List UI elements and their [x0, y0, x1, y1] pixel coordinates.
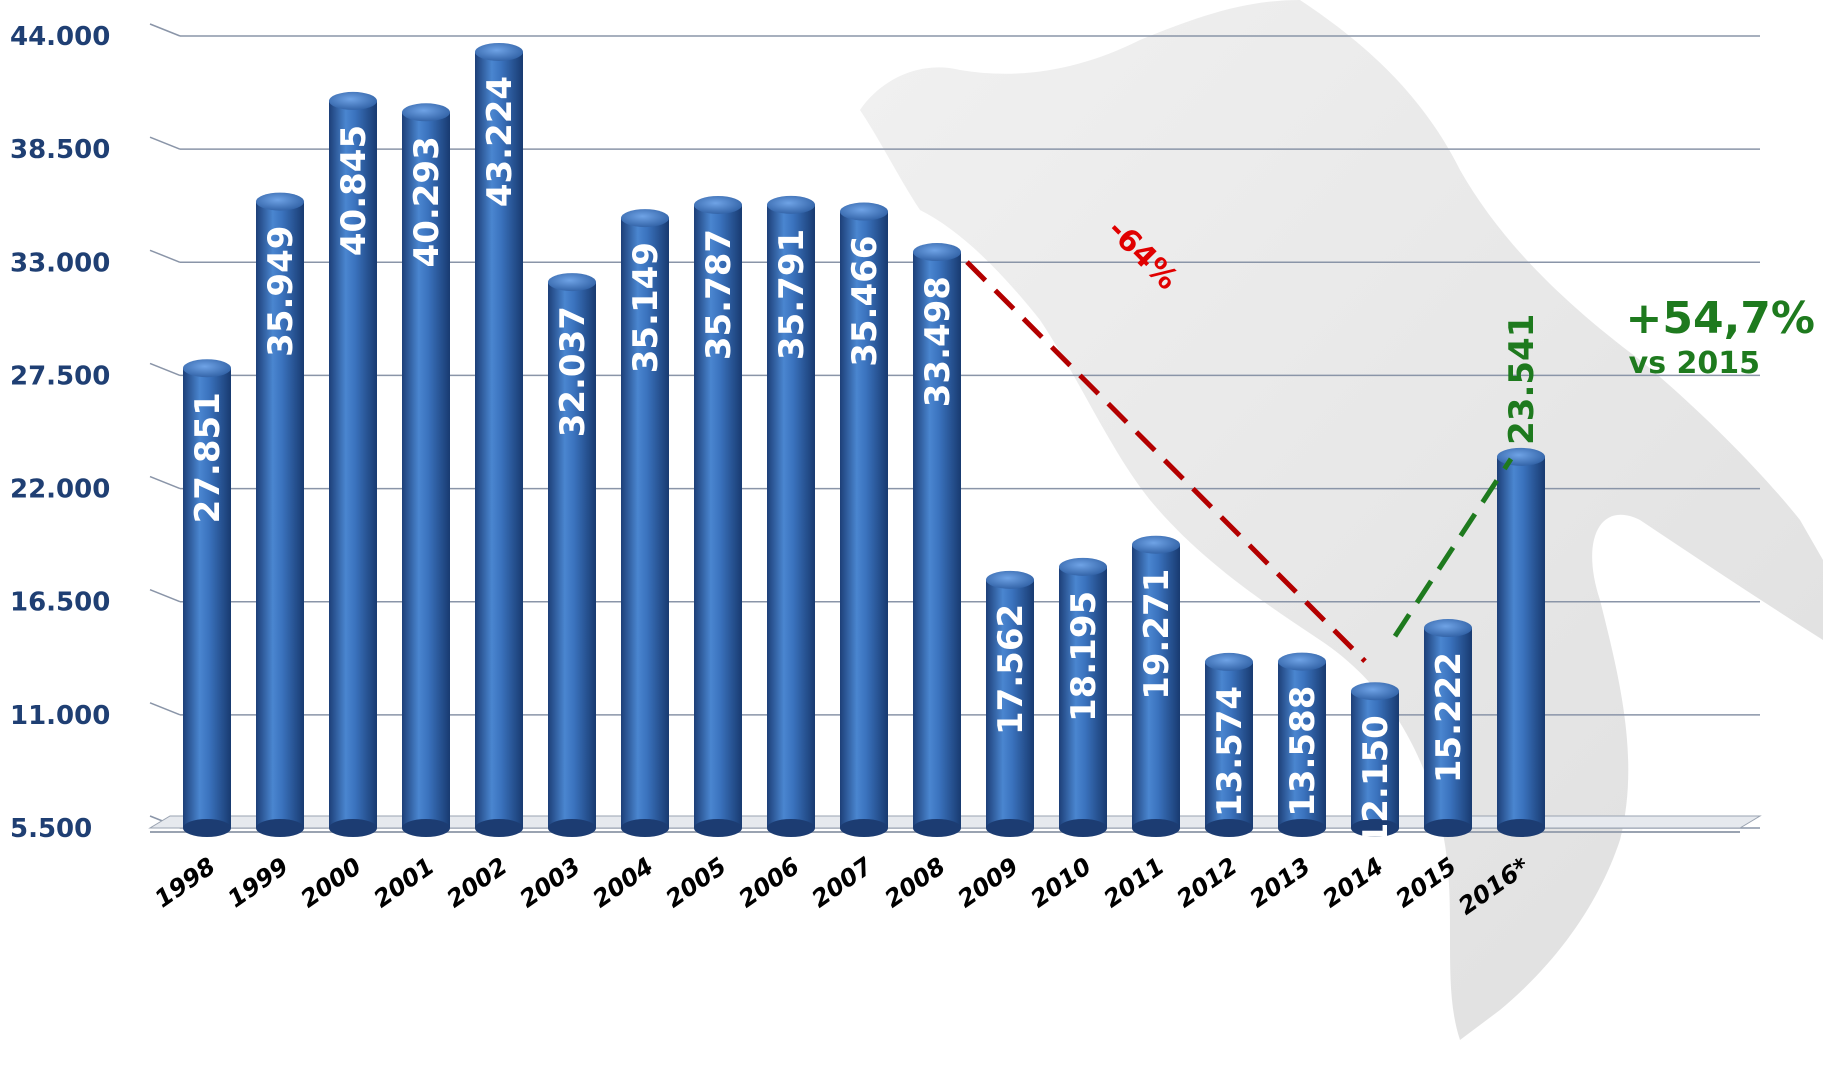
x-tick-label: 2006: [734, 852, 805, 913]
y-tick-label: 33.000: [10, 248, 110, 278]
y-tick-label: 22.000: [10, 475, 110, 505]
bar-cap: [548, 273, 596, 291]
x-tick-label: 2012: [1172, 852, 1243, 913]
bar-value-label: 15.222: [1429, 652, 1469, 783]
x-tick-label: 2010: [1026, 852, 1097, 913]
bar-cap: [1205, 653, 1253, 671]
x-tick-label: 2004: [588, 852, 659, 913]
gridline-tick: [150, 137, 180, 149]
x-tick-label: 2003: [515, 852, 586, 913]
gridline-tick: [150, 703, 180, 715]
bar-value-label: 27.851: [188, 392, 228, 523]
bar-value-label: 23.541: [1502, 314, 1542, 445]
bar-value-label: 19.271: [1137, 569, 1177, 700]
bar-base: [329, 819, 377, 837]
bar-cap: [621, 209, 669, 227]
x-tick-label: 1999: [223, 852, 294, 913]
bar-value-label: 33.498: [918, 276, 958, 407]
bar-base: [1278, 819, 1326, 837]
bar-value-label: 40.293: [407, 136, 447, 267]
x-tick-label: 1998: [150, 852, 221, 913]
bar-value-label: 12.150: [1356, 715, 1396, 846]
x-tick-label: 2013: [1245, 852, 1316, 913]
bar-value-label: 35.149: [626, 242, 666, 373]
x-tick-label: 2008: [880, 852, 951, 913]
y-tick-label: 16.500: [10, 588, 110, 618]
bar-cap: [767, 196, 815, 214]
bar-base: [1132, 819, 1180, 837]
bar-base: [986, 819, 1034, 837]
bar-cap: [256, 193, 304, 211]
gridline-tick: [150, 250, 180, 262]
bar-value-label: 18.195: [1064, 591, 1104, 722]
bar-base: [475, 819, 523, 837]
bar-cap: [1351, 682, 1399, 700]
bar-base: [1059, 819, 1107, 837]
x-tick-label: 2001: [369, 852, 440, 913]
category-labels: 1998 1999 2000 2001 2002 2003 2004 2005 2006 2007…: [150, 852, 1535, 921]
bar-value-label: 43.224: [480, 76, 520, 207]
bar-base: [548, 819, 596, 837]
bar-value-label: 40.845: [334, 125, 374, 256]
y-tick-label: 5.500: [10, 814, 92, 844]
bar-base: [840, 819, 888, 837]
bar-base: [621, 819, 669, 837]
bar-value-label: 32.037: [553, 306, 593, 437]
bar-base: [1497, 819, 1545, 837]
x-tick-label: 2014: [1318, 852, 1389, 913]
bar-cap: [1059, 558, 1107, 576]
bar-base: [1205, 819, 1253, 837]
y-tick-label: 44.000: [10, 22, 110, 52]
gridline-tick: [150, 477, 180, 489]
bar-base: [402, 819, 450, 837]
bar-base: [1424, 819, 1472, 837]
x-tick-label: 2007: [807, 852, 878, 913]
bar-cap: [329, 92, 377, 110]
bar-value-label: 35.466: [845, 236, 885, 367]
x-tick-label: 2000: [296, 852, 367, 913]
bar-base: [767, 819, 815, 837]
bar-value-label: 35.949: [261, 226, 301, 357]
growth-compare-label: vs 2015: [1629, 346, 1760, 381]
growth-percent-label: +54,7%: [1625, 293, 1815, 344]
bar-value-label: 17.562: [991, 604, 1031, 735]
bar: [1497, 457, 1545, 828]
bar-value-label: 35.787: [699, 229, 739, 360]
bar-base: [183, 819, 231, 837]
bar-cap: [402, 103, 450, 121]
bar-cap: [1278, 653, 1326, 671]
bar-cap: [913, 243, 961, 261]
bar-base: [256, 819, 304, 837]
y-tick-label: 27.500: [10, 361, 110, 391]
bar-cap: [1132, 536, 1180, 554]
x-tick-label: 2005: [661, 852, 732, 913]
y-tick-label: 38.500: [10, 135, 110, 165]
bar-cap: [986, 571, 1034, 589]
bar-value-label: 13.588: [1283, 686, 1323, 817]
bar-cap: [475, 43, 523, 61]
bar-base: [913, 819, 961, 837]
bar-base: [694, 819, 742, 837]
gridline-tick: [150, 590, 180, 602]
x-tick-label: 2011: [1099, 852, 1170, 913]
gridline-tick: [150, 363, 180, 375]
y-tick-label: 11.000: [10, 701, 110, 731]
x-tick-label: 2009: [953, 852, 1024, 913]
bar-value-label: 35.791: [772, 229, 812, 360]
bar-cap: [694, 196, 742, 214]
gridline-tick: [150, 24, 180, 36]
x-tick-label: 2002: [442, 852, 513, 913]
bar-cap: [1424, 619, 1472, 637]
bar-cap: [183, 359, 231, 377]
bar-cap: [840, 203, 888, 221]
bar-cap: [1497, 448, 1545, 466]
bar-value-label: 13.574: [1210, 686, 1250, 817]
